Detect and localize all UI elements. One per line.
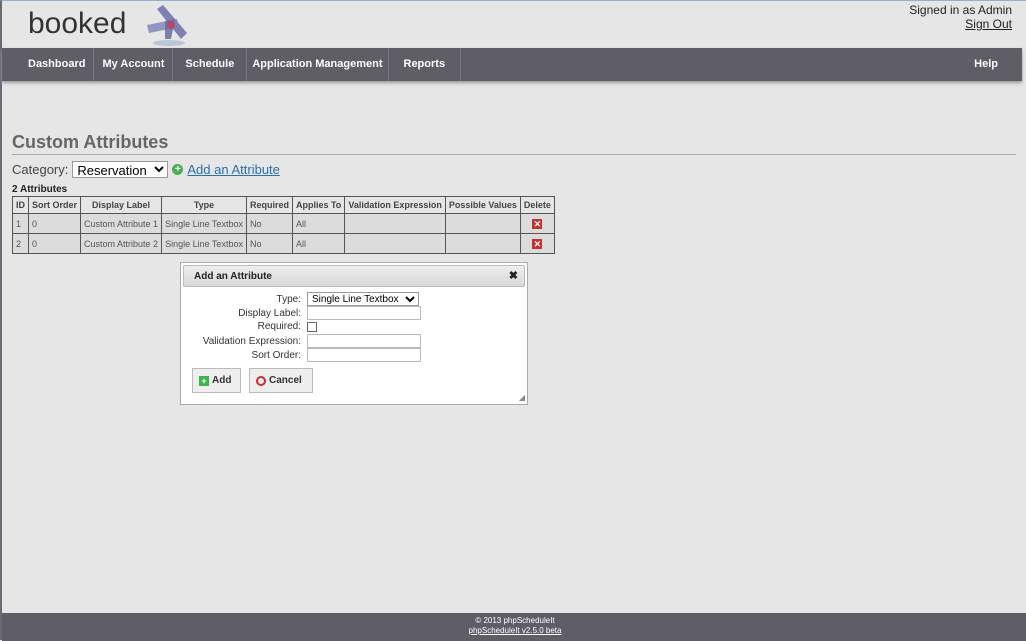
table-cell: 1: [12, 213, 29, 234]
column-header: Applies To: [291, 196, 346, 214]
add-icon: +: [172, 164, 184, 175]
sign-out-link[interactable]: Sign Out: [965, 17, 1012, 31]
table-row: 2 0 Custom Attribute 2 Single Line Textbox N…: [12, 233, 555, 254]
close-icon[interactable]: ✖: [508, 270, 518, 282]
nav-application-management[interactable]: Application Management: [247, 48, 389, 81]
main-nav: Dashboard My Account Schedule Applicatio…: [2, 48, 1022, 81]
display-label-label: Display Label:: [238, 307, 301, 319]
column-header: Type: [161, 196, 247, 214]
signed-in-text: Signed in as Admin: [909, 3, 1012, 17]
nav-schedule[interactable]: Schedule: [173, 48, 248, 81]
table-cell: No: [245, 233, 293, 254]
required-label: Required:: [257, 321, 301, 332]
version-link[interactable]: phpScheduleIt v2.5.0 beta: [468, 626, 562, 635]
sort-order-input[interactable]: [307, 348, 421, 362]
table-cell: All: [291, 233, 346, 254]
nav-reports[interactable]: Reports: [389, 48, 462, 81]
column-header: Validation Expression: [344, 196, 446, 214]
category-label: Category:: [12, 162, 69, 177]
column-header: Required: [245, 196, 293, 214]
table-cell: [444, 213, 521, 234]
table-row: 1 0 Custom Attribute 1 Single Line Textbox N…: [12, 213, 555, 234]
footer: © 2013 phpScheduleIt phpScheduleIt v2.5.…: [2, 613, 1026, 641]
add-attribute-link[interactable]: Add an Attribute: [187, 162, 280, 177]
table-cell: Single Line Textbox: [161, 213, 247, 234]
table-cell: All: [291, 213, 346, 234]
table-cell: [344, 233, 446, 254]
delete-cell: ✕: [519, 233, 555, 254]
column-header: Display Label: [80, 196, 163, 214]
delete-icon[interactable]: ✕: [532, 218, 543, 229]
validation-input[interactable]: [307, 334, 421, 348]
table-cell: Custom Attribute 2: [80, 233, 163, 254]
page-title: Custom Attributes: [12, 132, 1016, 155]
column-header: Possible Values: [444, 196, 521, 214]
validation-label: Validation Expression:: [202, 335, 301, 347]
delete-icon[interactable]: ✕: [532, 238, 543, 249]
table-cell: [444, 233, 521, 254]
delete-cell: ✕: [519, 213, 555, 234]
category-select[interactable]: Reservation: [72, 161, 169, 178]
attributes-table: ID Sort Order Display Label Type Required App…: [12, 196, 555, 254]
attribute-count: 2 Attributes: [12, 184, 68, 195]
sort-order-label: Sort Order:: [251, 349, 301, 361]
required-checkbox[interactable]: [307, 321, 317, 332]
table-cell: [344, 213, 446, 234]
display-label-input[interactable]: [307, 306, 421, 320]
table-cell: No: [245, 213, 293, 234]
dialog-title: Add an Attribute: [194, 271, 272, 282]
logo-mark-icon: [147, 5, 187, 46]
column-header: Delete: [519, 196, 555, 214]
cancel-button[interactable]: Cancel: [249, 368, 313, 393]
type-select[interactable]: Single Line Textbox: [307, 292, 419, 306]
column-header: Sort Order: [27, 196, 82, 214]
copyright: © 2013 phpScheduleIt: [475, 616, 555, 625]
nav-help[interactable]: Help: [974, 58, 998, 70]
column-header: ID: [12, 196, 29, 214]
nav-my-account[interactable]: My Account: [94, 48, 174, 81]
add-attribute-dialog: Add an Attribute ✖ Type: Single Line Textb…: [180, 262, 528, 405]
add-button[interactable]: + Add: [192, 368, 241, 393]
table-cell: 0: [27, 213, 82, 234]
nav-dashboard[interactable]: Dashboard: [2, 48, 95, 81]
table-cell: 2: [12, 233, 29, 254]
resize-handle-icon[interactable]: ◢: [518, 393, 525, 402]
table-cell: Custom Attribute 1: [80, 213, 163, 234]
logo: booked: [28, 7, 127, 40]
table-cell: Single Line Textbox: [161, 233, 247, 254]
table-cell: 0: [27, 233, 82, 254]
plus-icon: +: [199, 375, 209, 386]
cancel-icon: [256, 375, 266, 386]
type-label: Type:: [276, 293, 301, 305]
